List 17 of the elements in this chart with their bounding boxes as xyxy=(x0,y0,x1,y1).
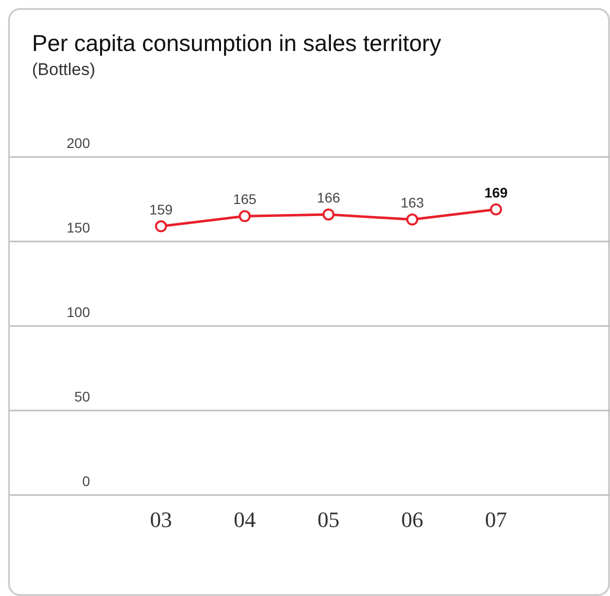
chart-title: Per capita consumption in sales territory xyxy=(32,30,442,57)
y-tick-label: 0 xyxy=(82,473,90,489)
y-tick-label: 100 xyxy=(66,304,90,320)
data-label: 165 xyxy=(233,191,257,208)
x-tick-label: 06 xyxy=(401,507,424,532)
data-label: 166 xyxy=(316,189,340,206)
data-label: 159 xyxy=(149,201,173,218)
x-tick-label: 07 xyxy=(485,507,507,532)
data-label: 169 xyxy=(484,184,508,200)
x-tick-label: 03 xyxy=(150,507,172,532)
x-tick-label: 04 xyxy=(234,507,256,532)
data-label: 163 xyxy=(400,194,424,211)
x-tick-label: 05 xyxy=(318,507,340,532)
y-tick-label: 150 xyxy=(66,220,90,236)
chart-subtitle: (Bottles) xyxy=(32,60,96,80)
y-tick-label: 50 xyxy=(74,388,90,404)
y-tick-label: 200 xyxy=(66,135,90,151)
